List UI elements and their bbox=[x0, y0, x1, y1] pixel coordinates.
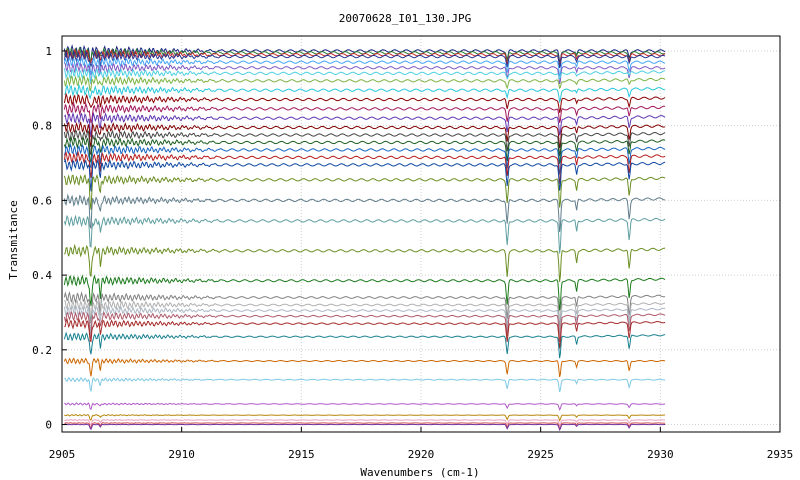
y-tick-label: 0.8 bbox=[32, 120, 52, 133]
series-line bbox=[63, 290, 666, 327]
series-line bbox=[63, 157, 666, 192]
series-line bbox=[63, 173, 666, 210]
x-tick-label: 2915 bbox=[288, 448, 315, 461]
series-line bbox=[63, 92, 666, 113]
x-tick-label: 2930 bbox=[647, 448, 674, 461]
series-line bbox=[63, 66, 666, 84]
y-tick-label: 0.4 bbox=[32, 269, 52, 282]
chart-title: 20070628_I01_130.JPG bbox=[339, 12, 471, 25]
series-line bbox=[64, 419, 666, 427]
y-tick-label: 0.2 bbox=[32, 344, 52, 357]
series-line bbox=[64, 299, 666, 333]
series-line bbox=[64, 48, 666, 67]
x-tick-label: 2910 bbox=[168, 448, 195, 461]
series-group bbox=[63, 43, 666, 432]
y-tick-label: 1 bbox=[45, 45, 52, 58]
series-line bbox=[63, 150, 666, 184]
y-tick-label: 0.6 bbox=[32, 194, 52, 207]
series-line bbox=[63, 214, 666, 254]
series-line bbox=[63, 274, 666, 311]
series-line bbox=[64, 83, 666, 104]
x-axis-ticks: 2905 2910 2915 2920 2925 2930 2935 bbox=[49, 427, 794, 461]
series-line bbox=[63, 310, 666, 342]
series-line bbox=[63, 357, 666, 378]
series-line bbox=[63, 43, 666, 64]
series-line bbox=[63, 50, 666, 68]
series-line bbox=[63, 304, 666, 338]
x-tick-label: 2935 bbox=[767, 448, 794, 461]
y-tick-label: 0 bbox=[45, 419, 52, 432]
series-line bbox=[64, 423, 666, 432]
series-line bbox=[63, 243, 666, 282]
series-line bbox=[64, 422, 666, 430]
x-tick-label: 2920 bbox=[408, 448, 435, 461]
series-line bbox=[63, 121, 666, 149]
x-axis-label: Wavenumbers (cm-1) bbox=[360, 466, 479, 479]
series-line bbox=[63, 101, 666, 124]
series-line bbox=[63, 135, 666, 164]
series-line bbox=[63, 142, 666, 175]
series-line bbox=[64, 376, 666, 392]
series-line bbox=[63, 74, 666, 92]
y-axis-ticks: 0 0.2 0.4 0.6 0.8 1 bbox=[32, 45, 67, 432]
grid-lines bbox=[62, 36, 780, 432]
series-line bbox=[63, 129, 666, 156]
series-line bbox=[63, 193, 666, 232]
series-line bbox=[64, 413, 666, 422]
series-line bbox=[63, 55, 666, 77]
series-line bbox=[64, 61, 666, 85]
series-line bbox=[64, 317, 666, 349]
y-axis-label: Transmitance bbox=[7, 200, 20, 279]
series-line bbox=[64, 402, 666, 411]
series-line bbox=[64, 111, 666, 137]
x-tick-label: 2925 bbox=[527, 448, 554, 461]
x-tick-label: 2905 bbox=[49, 448, 76, 461]
series-line bbox=[63, 331, 666, 359]
